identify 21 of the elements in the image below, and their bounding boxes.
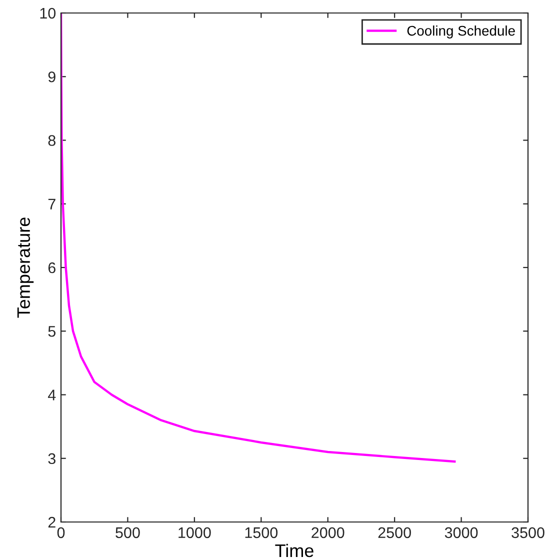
y-tick-label: 3 [48,453,56,464]
y-tick-label: 9 [48,71,56,82]
y-tick-label: 10 [40,8,56,19]
x-tick-label: 500 [116,527,140,538]
y-tick-label: 7 [48,198,56,210]
x-tick-label: 2000 [312,527,344,538]
y-tick-label: 5 [48,326,56,337]
line-series [61,13,456,463]
y-tick-label: 4 [48,390,56,400]
y-tick-label: 6 [48,262,56,274]
x-tick-label: 1000 [178,527,211,538]
y-tick-label: 8 [48,135,56,146]
y-axis-title: Temperature [17,218,34,318]
x-tick-label: 1500 [245,527,278,538]
legend-label: Cooling Schedule [407,26,515,38]
x-tick-label: 0 [57,527,65,538]
x-tick-label: 3000 [444,527,478,538]
y-tick-label: 2 [48,516,56,528]
x-tick-label: 2500 [378,527,411,538]
x-tick-label: 3500 [512,527,544,538]
x-axis-title: Time [275,544,314,558]
